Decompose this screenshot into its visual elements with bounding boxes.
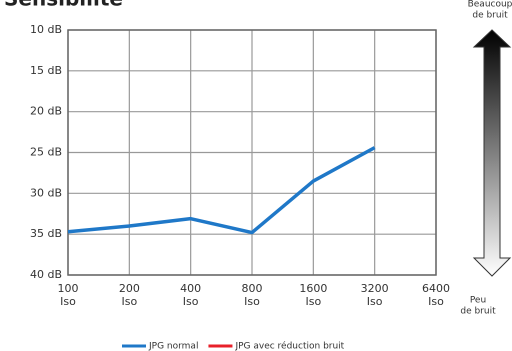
plot-frame xyxy=(67,29,437,276)
x-tick-label: 100 Iso xyxy=(58,282,79,308)
x-tick-label: 400 Iso xyxy=(180,282,201,308)
x-tick-label: 200 Iso xyxy=(119,282,140,308)
data-line xyxy=(67,146,376,235)
x-tick-label: 1600 Iso xyxy=(299,282,327,308)
x-tick-label: 800 Iso xyxy=(242,282,263,308)
noise-arrow xyxy=(472,29,512,277)
y-tick-label: 40 dB xyxy=(30,268,62,281)
legend-label: JPG avec réduction bruit xyxy=(234,341,344,351)
y-tick-label: 35 dB xyxy=(30,227,62,240)
annotation: de bruit xyxy=(460,307,496,317)
annotation: Peu xyxy=(470,296,486,306)
chart-title: Sensibilité xyxy=(4,0,123,11)
annotation: de bruit xyxy=(472,11,508,21)
y-tick-label: 15 dB xyxy=(30,64,62,77)
y-tick-label: 20 dB xyxy=(30,105,62,118)
annotation: Beaucoup xyxy=(468,0,512,10)
y-tick-label: 10 dB xyxy=(30,23,62,36)
y-tick-label: 30 dB xyxy=(30,186,62,199)
x-tick-label: 3200 Iso xyxy=(361,282,389,308)
x-tick-label: 6400 Iso xyxy=(422,282,450,308)
legend-label: JPG normal xyxy=(148,342,198,351)
y-tick-label: 25 dB xyxy=(30,146,62,159)
